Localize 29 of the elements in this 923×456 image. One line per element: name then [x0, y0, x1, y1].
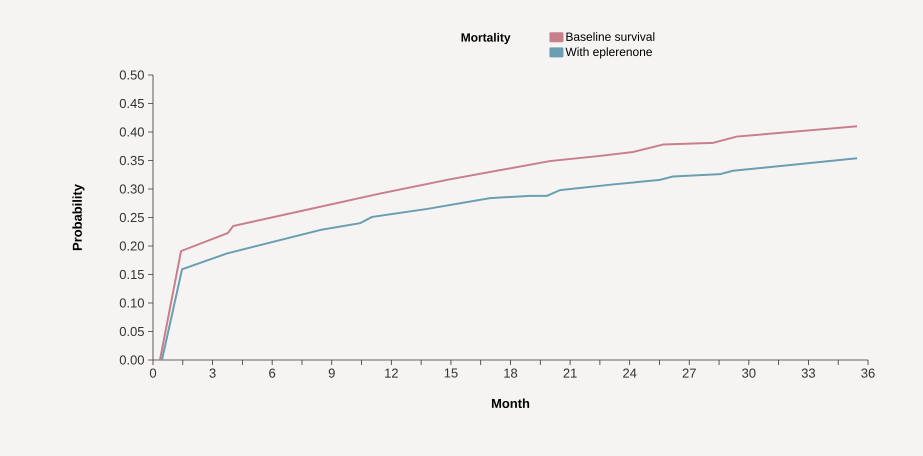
- y-tick-label: 0.45: [120, 98, 144, 108]
- legend-label: With eplerenone: [565, 47, 652, 58]
- y-tick-label: 0.00: [120, 355, 144, 365]
- x-tick-label: 3: [209, 368, 216, 378]
- y-tick-label: 0.40: [120, 127, 144, 137]
- legend-label: Baseline survival: [566, 32, 654, 41]
- x-tick-label: 21: [564, 368, 577, 378]
- x-tick-label: 27: [682, 368, 696, 378]
- y-tick-label: 0.15: [120, 270, 144, 280]
- x-tick-label: 12: [385, 368, 398, 378]
- y-tick-label: 0.50: [120, 70, 144, 80]
- x-axis-title: Month: [492, 398, 530, 408]
- x-tick-label: 33: [802, 368, 816, 378]
- y-tick-label: 0.20: [120, 241, 144, 251]
- legend-title: Mortality: [462, 32, 510, 44]
- x-tick-label: 30: [742, 368, 756, 378]
- x-tick-label: 36: [861, 368, 875, 378]
- x-tick-label: 6: [269, 368, 276, 378]
- y-tick-label: 0.30: [120, 184, 144, 194]
- y-tick-label: 0.35: [120, 156, 144, 166]
- x-tick-label: 9: [328, 368, 335, 378]
- x-tick-label: 15: [444, 368, 458, 378]
- x-tick-label: 0: [150, 368, 156, 378]
- x-tick-label: 18: [504, 368, 518, 378]
- y-tick-label: 0.10: [120, 298, 144, 308]
- y-axis-title: Probability: [72, 184, 84, 250]
- x-tick-label: 24: [623, 368, 636, 378]
- y-tick-label: 0.25: [120, 212, 144, 222]
- y-tick-label: 0.05: [120, 326, 144, 336]
